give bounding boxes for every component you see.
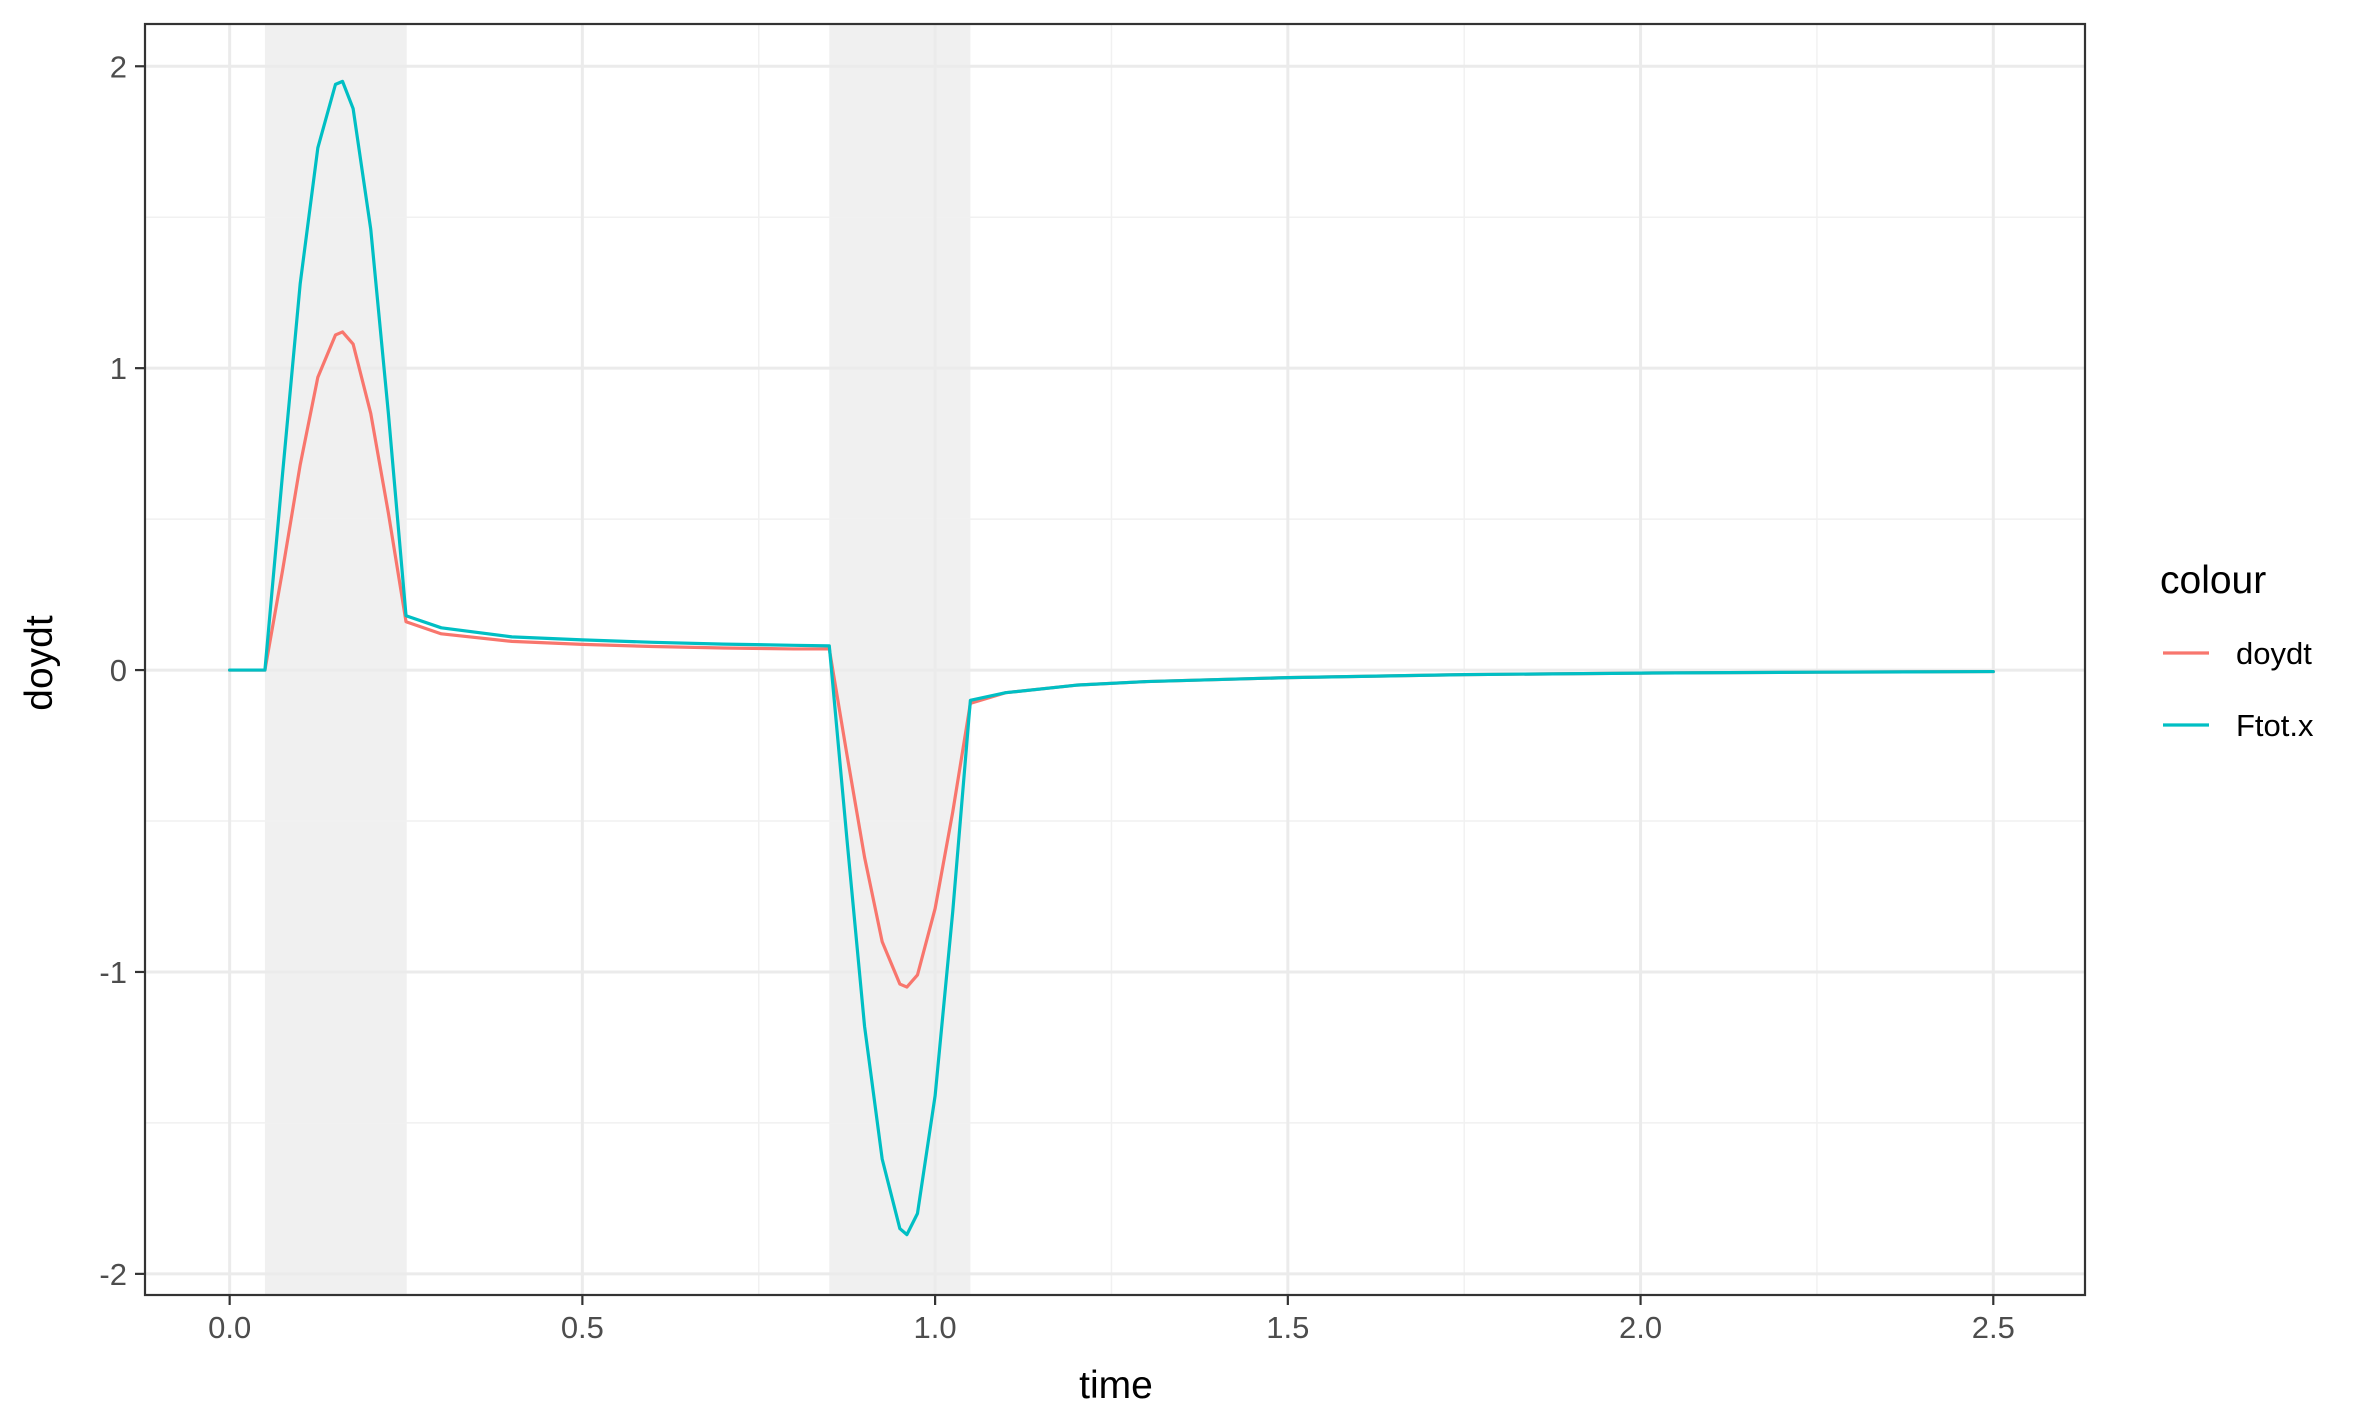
x-tick-label: 1.5 (1266, 1310, 1309, 1345)
legend-label-doydt: doydt (2236, 636, 2312, 671)
y-tick-label: -1 (99, 955, 127, 990)
y-axis: -2 -1 0 1 2 (99, 49, 145, 1292)
x-axis-title: time (1079, 1364, 1153, 1407)
series-lines (228, 79, 1995, 1237)
panel-border-rect (143, 22, 2087, 1297)
y-tick-label: -2 (99, 1257, 127, 1292)
x-axis: 0.0 0.5 1.0 1.5 2.0 2.5 (208, 1295, 2015, 1345)
y-tick-label: 2 (110, 49, 127, 84)
shaded-intervals (264, 24, 971, 1295)
legend-title: colour (2160, 559, 2266, 602)
panel-rect (145, 24, 2085, 1295)
grid-minor (145, 24, 2085, 1295)
y-tick-label: 0 (110, 653, 127, 688)
x-tick-label: 0.0 (208, 1310, 251, 1345)
shaded-interval-1 (264, 24, 407, 1295)
y-axis-title: doydt (18, 615, 61, 711)
legend: colour doydt Ftot.x (2160, 559, 2314, 743)
x-tick-label: 0.5 (561, 1310, 604, 1345)
x-tick-label: 2.0 (1619, 1310, 1662, 1345)
x-tick-label: 2.5 (1972, 1310, 2015, 1345)
panel-border (143, 22, 2087, 1297)
shaded-interval-2 (829, 24, 971, 1295)
legend-label-ftot-x: Ftot.x (2236, 708, 2314, 743)
y-tick-label: 1 (110, 351, 127, 386)
grid-major (145, 24, 2085, 1295)
x-tick-label: 1.0 (914, 1310, 957, 1345)
series-line-ftot-x (228, 79, 1995, 1237)
panel-background (145, 24, 2085, 1295)
